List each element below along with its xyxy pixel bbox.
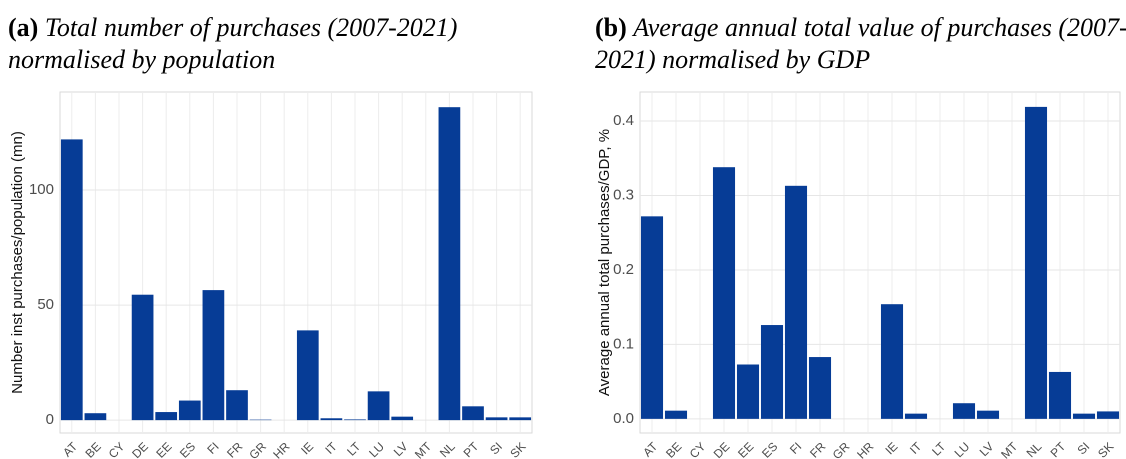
y-tick-label: 50 [37,296,54,313]
x-tick-label: NL [1024,439,1045,459]
bar [438,107,461,421]
bar [784,185,808,419]
x-tick-label: MT [998,439,1021,459]
x-tick-label: LU [366,439,387,459]
y-tick-label: 0.3 [613,186,634,203]
bar [808,357,832,419]
y-tick-label: 0.0 [613,410,634,427]
x-tick-label: DE [129,439,151,459]
x-tick-label: IT [322,439,340,457]
y-axis-label: Number inst purchases/population (mn) [9,131,26,394]
x-tick-label: GR [830,439,853,459]
x-tick-label: BE [663,439,684,459]
chart-title: Average annual total value of purchases … [595,13,1126,74]
bar [391,416,414,421]
bar [880,304,904,419]
bar [155,412,178,421]
panel-label: (b) [595,13,627,42]
bar [1096,411,1120,419]
x-tick-label: PT [461,439,482,459]
x-tick-label: ES [759,439,780,459]
bar [485,417,508,421]
x-tick-label: BE [83,439,104,459]
x-tick-label: FR [224,439,245,459]
bar [952,403,976,419]
x-tick-label: IT [907,439,925,457]
bar [462,406,484,421]
bar [736,364,760,419]
bar [640,216,664,419]
y-tick-label: 0.1 [613,335,634,352]
bar [712,167,736,419]
y-tick-label: 0.4 [613,112,634,129]
x-tick-label: CY [106,439,128,459]
y-tick-label: 100 [29,181,54,198]
plot-area [639,91,1121,434]
y-tick-label: 0 [46,411,54,428]
x-tick-label: AT [640,439,661,459]
bar [1048,371,1072,419]
x-tick-label: NL [437,439,458,459]
bar [976,410,1000,419]
x-tick-label: LV [391,439,411,459]
x-tick-label: MT [412,439,435,459]
x-tick-label: FI [204,439,221,456]
bar [60,139,83,421]
y-axis-label: Average annual total purchases/GDP, % [596,129,613,396]
bar [320,418,343,421]
x-tick-label: LV [977,439,997,459]
bar [367,391,390,421]
x-tick-label: EE [153,439,174,459]
x-tick-label: FI [787,439,804,456]
x-tick-label: ES [177,439,198,459]
x-tick-label: LT [929,439,949,459]
bar [84,413,107,421]
bar [202,290,225,421]
x-tick-label: SI [1074,439,1092,457]
x-tick-label: GR [246,439,269,459]
bar [296,330,319,421]
bar [1024,106,1048,419]
bar [178,400,201,421]
panel-title: (a) Total number of purchases (2007-2021… [8,12,548,76]
x-tick-label: SI [487,439,505,457]
x-tick-label: CY [687,439,709,459]
x-tick-label: SK [1095,439,1116,459]
bar [131,294,154,421]
bar [226,390,248,421]
x-tick-label: EE [735,439,756,459]
x-tick-label: FR [807,439,828,459]
panel-label: (a) [8,13,39,42]
chart-title: Total number of purchases (2007-2021) no… [8,13,458,74]
bar [509,417,532,421]
x-tick-label: IE [882,439,900,457]
x-tick-label: HR [854,439,876,459]
plot-area [59,91,533,434]
x-tick-label: SK [507,439,528,459]
x-tick-label: HR [270,439,292,459]
panel-title: (b) Average annual total value of purcha… [595,12,1126,76]
x-tick-label: AT [60,439,81,459]
x-tick-label: IE [298,439,316,457]
x-tick-label: LT [344,439,364,459]
bar [664,410,688,419]
bar [344,419,366,421]
x-tick-label: PT [1048,439,1069,459]
bar [904,413,928,419]
bar [1072,413,1096,419]
y-tick-label: 0.2 [613,261,634,278]
bar [760,325,784,419]
x-tick-label: DE [711,439,733,459]
x-tick-label: LU [952,439,973,459]
